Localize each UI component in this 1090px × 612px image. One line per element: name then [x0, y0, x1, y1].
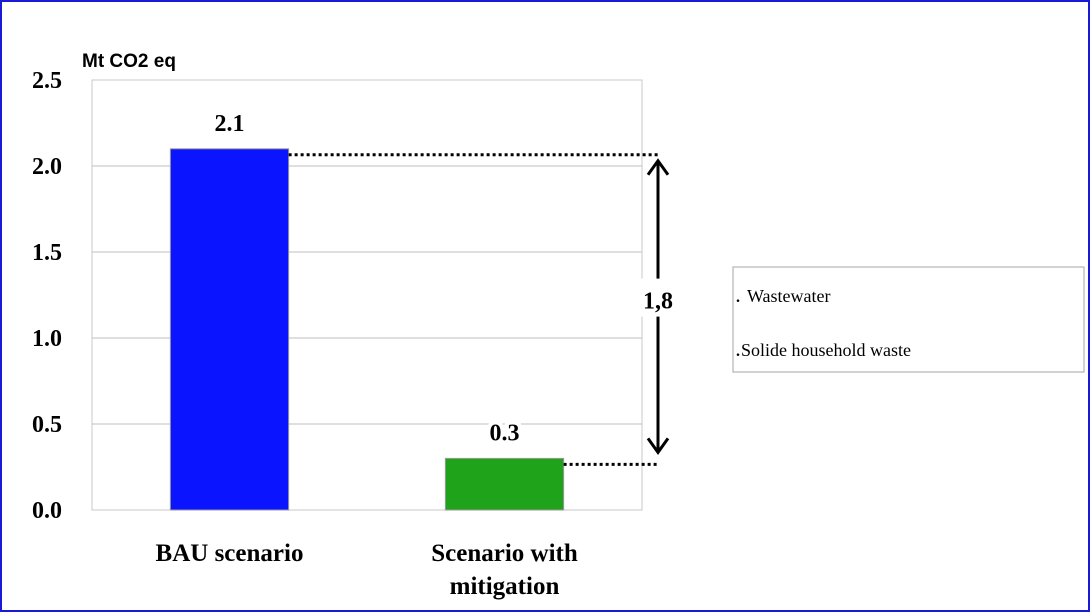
y-axis-title: Mt CO2 eq	[82, 51, 176, 72]
legend-entry: Solide household waste	[741, 340, 911, 360]
value-labels: 2.1 0.3	[211, 107, 524, 451]
legend-box	[732, 266, 1085, 373]
value-label: 2.1	[215, 111, 245, 137]
bar	[444, 457, 565, 511]
y-tick-label: 2.5	[32, 68, 62, 94]
legend-marker: .	[736, 289, 740, 306]
legend-marker: .	[736, 343, 740, 360]
value-label: 0.3	[490, 420, 520, 446]
x-tick-label: BAU scenario	[156, 540, 304, 567]
bar	[169, 148, 290, 511]
y-tick-label: 0.5	[32, 412, 62, 438]
bars	[169, 148, 565, 511]
difference-label: 1,8	[643, 289, 673, 315]
arrowhead-up	[646, 158, 670, 176]
legend: . Wastewater. Solide household waste	[732, 266, 1085, 373]
x-tick-label: Scenario with	[431, 540, 578, 567]
y-tick-label: 2.0	[32, 154, 62, 180]
y-axis-ticks: 0.0 0.5 1.0 1.5 2.0 2.5	[32, 68, 62, 524]
arrowhead-down	[646, 437, 670, 455]
y-tick-label: 1.5	[32, 240, 62, 266]
difference-annotation: 1,8	[288, 153, 683, 466]
y-tick-label: 0.0	[32, 498, 62, 524]
difference-label-bg	[633, 278, 683, 317]
x-axis-labels: BAU scenario Scenario with mitigation	[156, 540, 578, 600]
legend-entry: Wastewater	[747, 286, 831, 306]
x-tick-label: mitigation	[450, 573, 560, 600]
y-tick-label: 1.0	[32, 326, 62, 352]
